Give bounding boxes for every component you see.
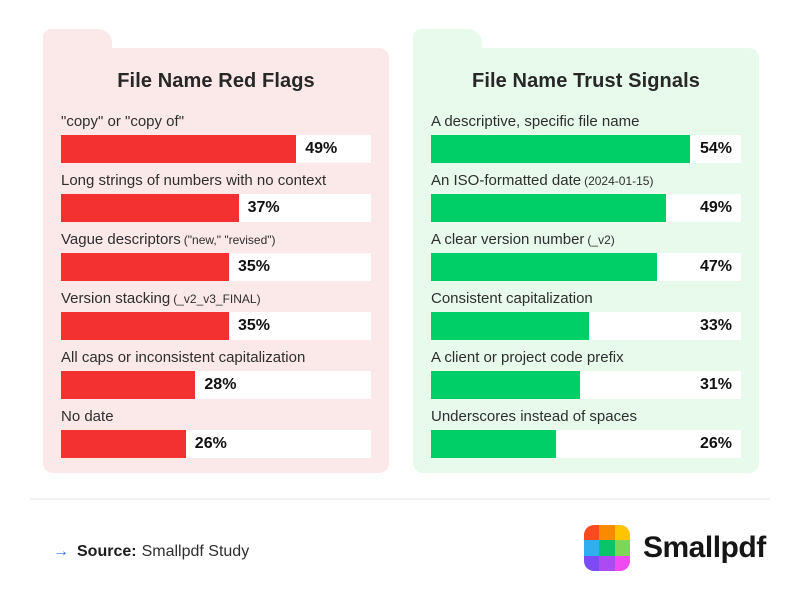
bar-value: 37% [247, 199, 280, 216]
bar-label: No date [61, 408, 114, 425]
bar-track: 31% [431, 371, 741, 399]
bar-item: "copy" or "copy of" 49% [61, 112, 371, 163]
bar-label: Consistent capitalization [431, 290, 593, 307]
smallpdf-brand: Smallpdf [584, 525, 766, 571]
red-flags-panel: File Name Red Flags "copy" or "copy of" … [43, 29, 389, 473]
bar-label: Long strings of numbers with no context [61, 172, 327, 189]
bar-track: 54% [431, 135, 741, 163]
bar-track: 47% [431, 253, 741, 281]
bar-value: 33% [699, 317, 732, 334]
bar-item: All caps or inconsistent capitalization … [61, 348, 371, 399]
folder-tab [43, 29, 112, 51]
logo-cell [599, 525, 615, 541]
bar-track: 37% [61, 194, 371, 222]
bar-fill [61, 194, 239, 222]
footer-divider [30, 498, 770, 500]
source-value: Smallpdf Study [141, 543, 250, 560]
red-flags-title: File Name Red Flags [117, 70, 315, 92]
bar-value: 49% [699, 199, 732, 216]
bar-fill [61, 253, 229, 281]
logo-cell [584, 555, 600, 571]
bar-item: Underscores instead of spaces 26% [431, 407, 741, 458]
bar-label: An ISO-formatted date [431, 172, 582, 189]
bar-track: 33% [431, 312, 741, 340]
bar-item: Consistent capitalization 33% [431, 289, 741, 340]
smallpdf-logo-icon [584, 525, 630, 571]
bar-track: 26% [61, 430, 371, 458]
bar-label-note: (2024-01-15) [584, 174, 654, 188]
bar-fill [431, 312, 590, 340]
bar-value: 35% [238, 258, 271, 275]
bar-label: "copy" or "copy of" [61, 113, 185, 130]
bar-fill [431, 194, 667, 222]
logo-cell [614, 555, 630, 571]
bar-label: Version stacking [61, 290, 171, 307]
source-label: Source: [77, 543, 137, 560]
bar-item: Version stacking (_v2_v3_FINAL) 35% [61, 289, 371, 340]
bar-fill [61, 135, 297, 163]
trust-signals-panel: File Name Trust Signals A descriptive, s… [413, 29, 759, 473]
bar-item: No date 26% [61, 407, 371, 458]
bar-label-note: (_v2_v3_FINAL) [173, 292, 261, 306]
bar-value: 35% [238, 317, 271, 334]
bar-label: Underscores instead of spaces [431, 408, 637, 425]
source-line: → Source: Smallpdf Study [53, 541, 249, 563]
arrow-right-icon: → [53, 543, 69, 560]
logo-cell [614, 540, 630, 556]
folder-body: File Name Trust Signals A descriptive, s… [413, 48, 759, 473]
bar-value: 26% [194, 435, 227, 452]
bar-track: 35% [61, 312, 371, 340]
bar-fill [431, 135, 691, 163]
bar-fill [61, 312, 229, 340]
bar-value: 28% [204, 376, 237, 393]
bar-label: A clear version number [431, 231, 585, 248]
bar-label: A descriptive, specific file name [431, 113, 640, 130]
logo-cell [614, 525, 630, 541]
bar-value: 31% [699, 376, 732, 393]
bar-label: A client or project code prefix [431, 349, 624, 366]
bar-label-note: ("new," "revised") [183, 233, 276, 247]
bar-label-note: (_v2) [587, 233, 615, 247]
bar-value: 26% [699, 435, 732, 452]
bar-fill [61, 371, 196, 399]
trust-signals-title: File Name Trust Signals [472, 70, 700, 92]
bar-track: 28% [61, 371, 371, 399]
bar-label: Vague descriptors [61, 231, 181, 248]
bar-item: Long strings of numbers with no context … [61, 171, 371, 222]
bar-track: 49% [431, 194, 741, 222]
bar-item: A client or project code prefix 31% [431, 348, 741, 399]
bar-fill [61, 430, 186, 458]
bar-item: An ISO-formatted date (2024-01-15) 49% [431, 171, 741, 222]
bar-value: 47% [699, 258, 732, 275]
bar-item: A clear version number (_v2) 47% [431, 230, 741, 281]
logo-cell [599, 540, 615, 556]
bar-fill [431, 253, 657, 281]
bar-track: 35% [61, 253, 371, 281]
logo-cell [599, 555, 615, 571]
bar-fill [431, 371, 580, 399]
bar-label: All caps or inconsistent capitalization [61, 349, 306, 366]
folder-tab [413, 29, 482, 51]
logo-cell [584, 540, 600, 556]
bar-item: Vague descriptors ("new," "revised") 35% [61, 230, 371, 281]
brand-wordmark: Smallpdf [643, 531, 766, 564]
folder-body: File Name Red Flags "copy" or "copy of" … [43, 48, 389, 473]
bar-fill [431, 430, 556, 458]
bar-track: 26% [431, 430, 741, 458]
bar-track: 49% [61, 135, 371, 163]
bar-value: 49% [305, 140, 338, 157]
bar-item: A descriptive, specific file name 54% [431, 112, 741, 163]
logo-cell [584, 525, 600, 541]
bar-value: 54% [699, 140, 732, 157]
